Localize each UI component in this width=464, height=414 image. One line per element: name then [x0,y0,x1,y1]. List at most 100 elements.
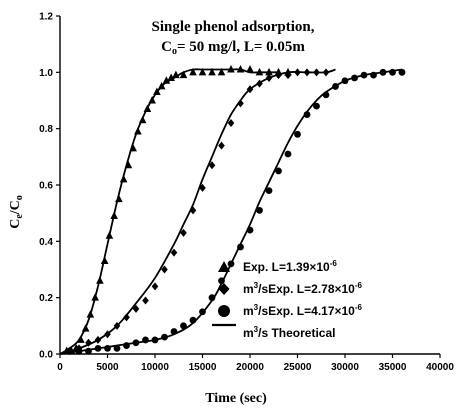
diamond-point [218,141,225,150]
legend-text-part: Exp. L=1.39×10 [243,260,330,274]
circle-point [113,344,121,352]
triangle-point [100,256,109,265]
diamond-point [246,85,254,94]
circle-point [360,71,368,79]
triangle-point [198,67,207,76]
legend-item-diamond: m3/sExp. L=2.78×10-6 [218,281,363,296]
y-tick-label: 1.2 [39,12,53,23]
circle-point [94,344,102,352]
triangle-point [110,211,118,219]
legend-superscript: -6 [355,281,363,290]
legend-triangle-icon [218,261,230,272]
diamond-point [170,248,178,257]
series-triangle [62,65,292,355]
triangle-point [105,231,114,239]
triangle-point [134,126,142,135]
circle-point [322,91,330,99]
x-tick-label: 35000 [379,362,407,373]
legend-label: m3/sExp. L=4.17×10-6 [243,303,363,318]
y-tick-label: 0.4 [39,237,53,248]
triangle-point [227,65,235,73]
circle-point [389,68,396,76]
diamond-point [227,119,235,128]
y-tick-label: 0.8 [39,124,53,135]
diamond-point [151,282,159,291]
title-c-symbol: C [161,39,172,55]
diamond-point [237,99,244,108]
legend-diamond-icon [218,283,230,295]
circle-point [132,339,140,347]
triangle-point [246,65,254,73]
legend-superscript: -6 [330,259,338,268]
ylabel-c: C [8,219,23,229]
circle-point [85,347,92,355]
diamond-point [113,321,121,330]
x-tick-label: 40000 [426,362,454,373]
diamond-point [189,206,197,215]
circle-point [398,68,406,76]
y-tick-label: 0.0 [39,350,53,361]
legend-text-part: /s Theoretical [258,326,335,340]
diamond-point [180,228,187,237]
series-circle [66,68,406,355]
circle-point [313,102,320,110]
circle-point [151,336,159,344]
legend-text-part: m [243,326,254,340]
circle-point [294,130,301,138]
triangle-point [115,194,123,203]
legend-label: m3/sExp. L=2.78×10-6 [243,281,363,296]
y-tick-label: 1.0 [39,68,53,79]
triangle-point [119,174,128,183]
circle-point [189,316,197,324]
triangle-point [129,143,137,152]
triangle-point [124,160,133,169]
diamond-point [142,296,149,305]
triangle-point [138,115,147,124]
legend-superscript: -6 [355,303,363,312]
diamond-point [132,304,140,313]
diamond-point [294,68,301,77]
y-tick-label: 0.6 [39,181,53,192]
legend-label: m3/s Theoretical [243,325,336,340]
circle-point [379,68,387,76]
circle-point [104,344,111,352]
legend-superscript: 3 [254,281,259,290]
legend-superscript: 3 [254,325,259,334]
circle-point [256,206,263,214]
diamond-point [256,79,263,88]
diamond-point [284,71,292,80]
triangle-point [208,67,216,76]
legend: Exp. L=1.39×10-6m3/sExp. L=2.78×10-6m3/s… [212,259,363,340]
legend-item-circle: m3/sExp. L=4.17×10-6 [218,303,363,318]
circle-point [341,77,349,85]
legend-text-part: m [243,282,254,296]
circle-point [66,347,73,355]
diamond-point [322,68,330,77]
x-tick-label: 30000 [331,362,359,373]
circle-point [123,342,130,349]
circle-point [237,243,244,251]
diamond-point [199,183,206,192]
circle-point [142,336,149,344]
y-tick-label: 0.2 [39,293,53,304]
ylabel-e-subscript: e [14,214,25,219]
triangle-point [179,70,188,79]
triangle-point [172,70,180,79]
triangle-point [81,324,90,332]
circle-point [370,71,377,79]
title-c-subscript: o [172,46,177,57]
title-c-value: = 50 mg/l, L= 0.05m [177,39,305,55]
diamond-point [275,71,282,80]
circle-point [199,308,206,316]
circle-point [161,333,168,341]
x-tick-label: 10000 [141,362,169,373]
circle-point [227,260,235,268]
circle-point [275,167,282,175]
x-tick-label: 15000 [189,362,217,373]
legend-text-part: /sExp. L=4.17×10 [258,304,355,318]
diamond-point [104,330,111,339]
triangle-point [86,310,95,318]
legend-text-part: /sExp. L=2.78×10 [258,282,355,296]
triangle-point [167,73,175,81]
